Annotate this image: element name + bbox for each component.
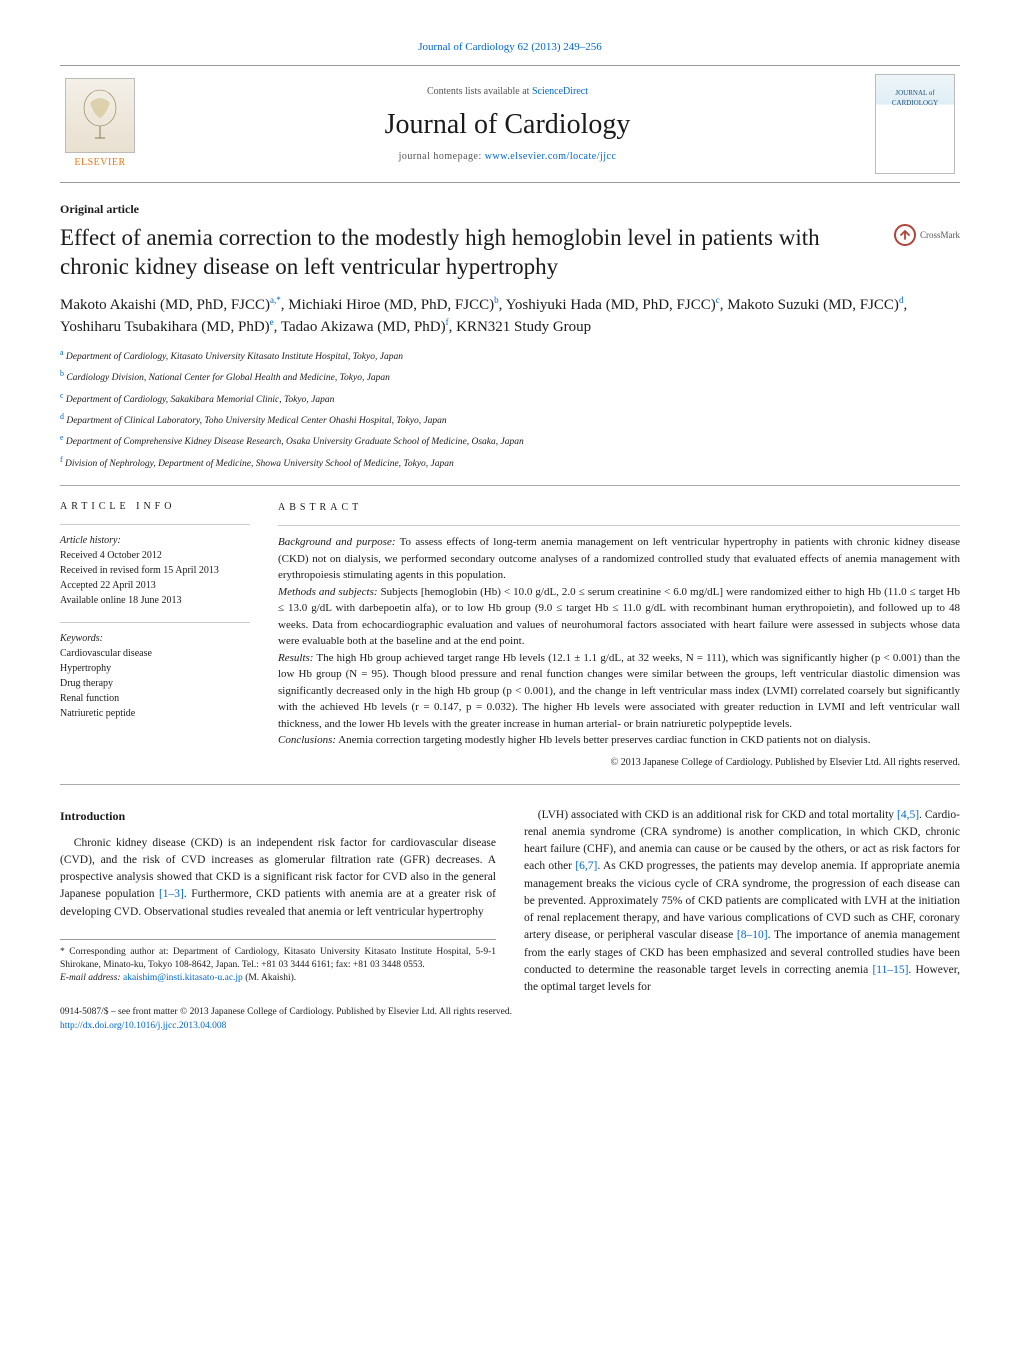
cover-title-top: JOURNAL of [876, 89, 954, 99]
contents-prefix: Contents lists available at [427, 86, 532, 97]
article-info-sidebar: ARTICLE INFO Article history: Received 4… [60, 500, 250, 770]
abstract-copyright: © 2013 Japanese College of Cardiology. P… [278, 755, 960, 770]
affiliation: b Cardiology Division, National Center f… [60, 368, 960, 385]
masthead: ELSEVIER Contents lists available at Sci… [60, 65, 960, 183]
abstract-heading: ABSTRACT [278, 500, 960, 515]
affiliation: f Division of Nephrology, Department of … [60, 454, 960, 471]
intro-paragraph-1: Chronic kidney disease (CKD) is an indep… [60, 835, 496, 921]
citation-link[interactable]: [1–3] [159, 888, 184, 900]
history-line: Available online 18 June 2013 [60, 593, 250, 608]
keywords-block: Keywords: Cardiovascular diseaseHypertro… [60, 622, 250, 721]
email-label: E-mail address: [60, 973, 121, 983]
introduction-heading: Introduction [60, 807, 496, 825]
keyword: Hypertrophy [60, 661, 250, 676]
article-info-heading: ARTICLE INFO [60, 500, 250, 514]
body-column-right: (LVH) associated with CKD is an addition… [524, 807, 960, 997]
abstract-section: Background and purpose: To assess effect… [278, 534, 960, 584]
article-type: Original article [60, 201, 960, 218]
affiliation: a Department of Cardiology, Kitasato Uni… [60, 347, 960, 364]
doi-link[interactable]: http://dx.doi.org/10.1016/j.jjcc.2013.04… [60, 1021, 226, 1031]
history-line: Accepted 22 April 2013 [60, 578, 250, 593]
abstract-section: Results: The high Hb group achieved targ… [278, 650, 960, 733]
cover-title-bottom: CARDIOLOGY [876, 99, 954, 109]
journal-pageref: Journal of Cardiology 62 (2013) 249–256 [60, 40, 960, 55]
citation-link[interactable]: [8–10] [737, 929, 768, 941]
citation-link[interactable]: [11–15] [872, 964, 908, 976]
crossmark-label: CrossMark [920, 229, 960, 242]
sciencedirect-link[interactable]: ScienceDirect [532, 86, 588, 97]
history-line: Received 4 October 2012 [60, 548, 250, 563]
publisher-name: ELSEVIER [74, 156, 125, 170]
affiliation: e Department of Comprehensive Kidney Dis… [60, 432, 960, 449]
homepage-prefix: journal homepage: [399, 151, 485, 162]
corr-email-author: (M. Akaishi). [245, 973, 296, 983]
article-title: Effect of anemia correction to the modes… [60, 224, 894, 282]
journal-name: Journal of Cardiology [140, 105, 875, 144]
history-line: Received in revised form 15 April 2013 [60, 563, 250, 578]
affiliation: c Department of Cardiology, Sakakibara M… [60, 390, 960, 407]
journal-cover-thumb: JOURNAL of CARDIOLOGY [875, 74, 955, 174]
abstract-section: Conclusions: Anemia correction targeting… [278, 732, 960, 749]
elsevier-tree-icon [65, 78, 135, 153]
citation-link[interactable]: [6,7] [575, 860, 597, 872]
keyword: Drug therapy [60, 676, 250, 691]
history-label: Article history: [60, 533, 250, 548]
body-column-left: Introduction Chronic kidney disease (CKD… [60, 807, 496, 997]
authors: Makoto Akaishi (MD, PhD, FJCC)a,*, Michi… [60, 294, 960, 339]
article-history: Article history: Received 4 October 2012… [60, 524, 250, 608]
keyword: Natriuretic peptide [60, 706, 250, 721]
crossmark-badge[interactable]: CrossMark [894, 224, 960, 246]
abstract-section: Methods and subjects: Subjects [hemoglob… [278, 584, 960, 650]
keyword: Cardiovascular disease [60, 646, 250, 661]
intro-paragraph-2: (LVH) associated with CKD is an addition… [524, 807, 960, 997]
keywords-label: Keywords: [60, 631, 250, 646]
citation-link[interactable]: [4,5] [897, 809, 919, 821]
corresponding-author-footnote: * Corresponding author at: Department of… [60, 939, 496, 986]
corr-email-link[interactable]: akaishim@insti.kitasato-u.ac.jp [123, 973, 243, 983]
homepage-line: journal homepage: www.elsevier.com/locat… [140, 150, 875, 164]
corr-label: * Corresponding author at: [60, 947, 169, 957]
homepage-link[interactable]: www.elsevier.com/locate/jjcc [485, 151, 617, 162]
abstract: ABSTRACT Background and purpose: To asse… [278, 500, 960, 770]
affiliation: d Department of Clinical Laboratory, Toh… [60, 411, 960, 428]
keyword: Renal function [60, 691, 250, 706]
publisher-block: ELSEVIER [60, 78, 140, 170]
contents-line: Contents lists available at ScienceDirec… [140, 85, 875, 99]
front-matter-text: 0914-5087/$ – see front matter © 2013 Ja… [60, 1007, 512, 1017]
front-matter-line: 0914-5087/$ – see front matter © 2013 Ja… [60, 1006, 960, 1033]
crossmark-icon [894, 224, 916, 246]
